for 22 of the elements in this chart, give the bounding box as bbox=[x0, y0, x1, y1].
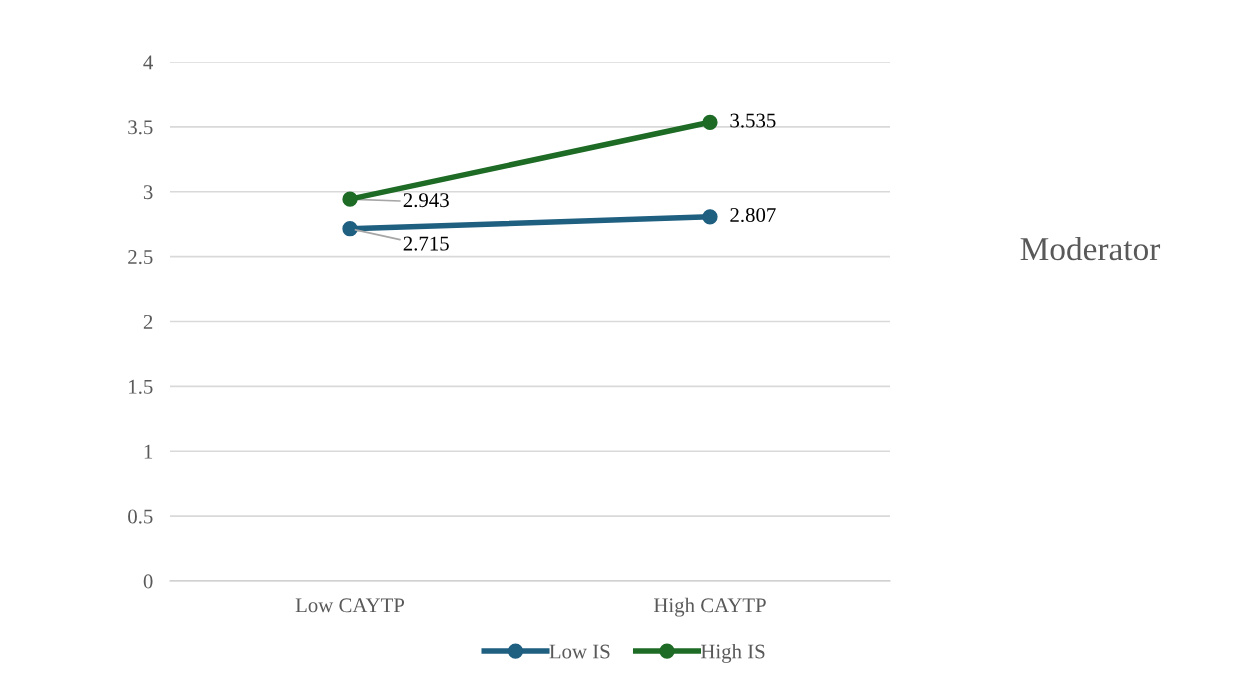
x-tick-label: Low CAYTP bbox=[295, 598, 405, 613]
y-tick-label: 1.5 bbox=[129, 379, 153, 394]
y-tick-label: 1 bbox=[144, 444, 153, 459]
point bbox=[702, 114, 718, 130]
y-tick-label: 0 bbox=[143, 574, 153, 589]
y-tick-label: 3 bbox=[143, 185, 153, 200]
legend-label: High IS bbox=[700, 643, 765, 663]
data-label: 2.715 bbox=[403, 236, 449, 251]
y-tick-label: 4 bbox=[143, 55, 154, 70]
point bbox=[702, 209, 718, 225]
data-label: 3.535 bbox=[730, 113, 776, 128]
data-label: 2.807 bbox=[730, 207, 776, 223]
point bbox=[342, 191, 358, 207]
y-tick-label: 3.5 bbox=[128, 120, 153, 135]
x-tick-label: High CAYTP bbox=[653, 597, 766, 617]
text: Moderator bbox=[1020, 236, 1161, 261]
point bbox=[342, 221, 358, 237]
y-tick-label: 2.5 bbox=[128, 250, 153, 265]
y-tick-label: 2 bbox=[143, 314, 153, 329]
legend-label: Low IS bbox=[549, 644, 610, 659]
y-tick-label: 0.5 bbox=[128, 509, 153, 524]
data-label: 2.943 bbox=[403, 193, 449, 208]
